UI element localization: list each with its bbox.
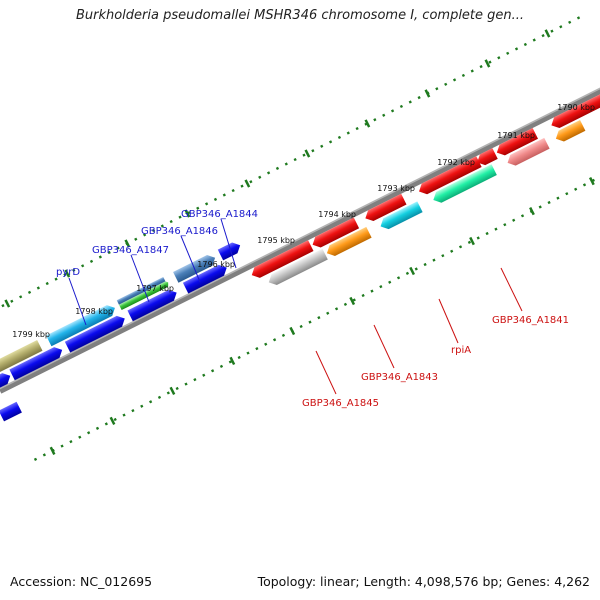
top-gene-labels[interactable]: GBP346_A1844 GBP346_A1846 GBP346_A1847 p… xyxy=(56,209,258,278)
tick-mark xyxy=(109,416,116,425)
gene-feature xyxy=(312,217,360,248)
tick-mark xyxy=(469,236,475,246)
rotated-track-frame xyxy=(0,14,600,461)
genome-backbone-highlight xyxy=(0,79,600,390)
tick-mark xyxy=(244,179,251,188)
gene-feature xyxy=(268,248,328,286)
leader-line xyxy=(180,235,201,283)
forward-features-outer[interactable] xyxy=(0,240,243,375)
topology-summary-text: Topology: linear; Length: 4,098,576 bp; … xyxy=(257,574,590,589)
leader-line xyxy=(500,267,523,312)
lower-scale-dots xyxy=(33,150,600,461)
gene-feature xyxy=(118,281,169,311)
tick-mark xyxy=(49,446,56,455)
tick-mark xyxy=(169,386,176,396)
tick-label: 1792 kbp xyxy=(437,158,475,167)
leader-line xyxy=(68,277,87,326)
accession-text: Accession: NC_012695 xyxy=(10,574,153,589)
leader-line xyxy=(315,350,337,395)
map-title: Burkholderia pseudomallei MSHR346 chromo… xyxy=(75,8,525,23)
leader-line xyxy=(220,218,237,269)
gene-feature xyxy=(496,128,538,156)
tick-mark xyxy=(484,59,491,68)
tick-label: 1790 kbp xyxy=(557,103,595,112)
gene-feature xyxy=(555,119,586,142)
tick-label: 1794 kbp xyxy=(318,210,356,219)
tick-label: 1795 kbp xyxy=(257,236,295,245)
upper-major-ticks xyxy=(4,29,551,308)
gene-feature xyxy=(127,289,177,322)
tick-label: 1798 kbp xyxy=(75,307,113,316)
tick-label: 1791 kbp xyxy=(497,131,535,140)
gene-feature xyxy=(365,193,407,222)
tick-mark xyxy=(364,119,371,128)
tick-mark xyxy=(349,296,356,306)
tick-label: 1797 kbp xyxy=(136,284,174,293)
gene-label-gbp346-a1845: GBP346_A1845 xyxy=(302,398,379,409)
gene-label-gbp346-a1841: GBP346_A1841 xyxy=(492,315,569,326)
gene-feature xyxy=(477,148,498,166)
gene-feature xyxy=(507,137,550,166)
gene-feature xyxy=(326,226,372,256)
tick-mark xyxy=(424,89,431,98)
gene-label-pyrd: pyrD xyxy=(56,267,80,278)
gene-feature xyxy=(182,264,227,294)
bottom-gene-labels[interactable]: GBP346_A1841 rpiA GBP346_A1843 GBP346_A1… xyxy=(302,315,569,409)
tick-mark xyxy=(529,206,535,216)
gene-feature xyxy=(251,240,314,278)
gene-feature xyxy=(64,315,125,353)
tick-mark xyxy=(64,269,71,278)
gene-feature xyxy=(0,340,43,375)
gene-label-gbp346-a1844: GBP346_A1844 xyxy=(181,209,258,220)
reverse-features-lower[interactable] xyxy=(0,119,586,422)
tick-mark xyxy=(4,299,11,308)
gene-feature xyxy=(419,156,482,195)
gene-feature xyxy=(217,242,241,261)
gene-feature xyxy=(116,276,166,305)
bottom-label-leaders xyxy=(315,267,523,395)
gene-feature xyxy=(0,401,22,422)
tick-mark xyxy=(544,29,551,38)
gene-label-gbp346-a1846: GBP346_A1846 xyxy=(141,226,218,237)
tick-label: 1799 kbp xyxy=(12,330,50,339)
tick-mark xyxy=(229,356,236,366)
leader-line xyxy=(438,298,459,344)
gene-label-gbp346-a1847: GBP346_A1847 xyxy=(92,245,169,256)
tick-labels: 1790 kbp 1791 kbp 1792 kbp 1793 kbp 1794… xyxy=(12,103,595,339)
leader-line xyxy=(373,324,395,369)
tick-label: 1793 kbp xyxy=(377,184,415,193)
top-label-leaders xyxy=(68,218,237,326)
tick-mark xyxy=(409,266,416,276)
gene-label-gbp346-a1843: GBP346_A1843 xyxy=(361,372,438,383)
tick-mark xyxy=(304,149,311,158)
tick-label: 1796 kbp xyxy=(197,260,235,269)
gene-feature xyxy=(433,164,497,203)
forward-features-inner[interactable] xyxy=(0,262,229,390)
gene-feature xyxy=(551,80,600,129)
tick-mark xyxy=(184,209,191,218)
lower-major-ticks xyxy=(49,177,595,455)
genome-backbone xyxy=(0,79,600,394)
upper-scale-dots xyxy=(0,14,585,325)
tick-mark xyxy=(289,326,296,336)
gene-feature xyxy=(0,373,11,390)
gene-feature xyxy=(380,201,423,230)
gene-feature xyxy=(9,347,63,381)
leader-line xyxy=(130,254,150,303)
tick-mark xyxy=(124,239,131,248)
gene-label-rpia: rpiA xyxy=(451,345,471,356)
gene-feature xyxy=(46,305,115,347)
tick-mark xyxy=(588,177,595,186)
reverse-features-upper[interactable] xyxy=(249,80,600,281)
